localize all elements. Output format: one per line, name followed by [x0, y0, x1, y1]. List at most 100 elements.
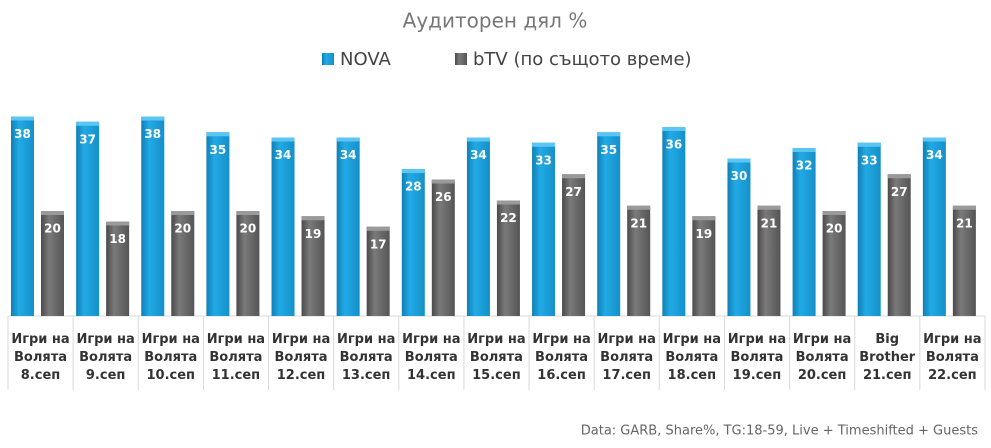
bar: [627, 205, 651, 316]
x-tick-label: Игри на Волята 8.сеп: [11, 332, 70, 383]
data-label: 17: [370, 237, 387, 251]
data-label: 34: [275, 148, 292, 162]
bar: [171, 211, 195, 316]
bar: [692, 216, 716, 316]
data-label: 33: [861, 153, 878, 167]
source-note: Data: GARB, Share%, TG:18-59, Live + Tim…: [581, 424, 978, 439]
bar: [466, 137, 490, 316]
bar-cap: [532, 142, 556, 147]
bar: [336, 137, 360, 316]
bar: [11, 116, 34, 316]
x-tick-label: Игри на Волята 14.сеп: [402, 332, 461, 383]
bar-cap: [141, 116, 165, 121]
data-label: 34: [470, 148, 487, 162]
x-tick-label: Игри на Волята 16.сеп: [532, 332, 591, 383]
data-label: 21: [956, 216, 973, 230]
x-tick-label: Игри на Волята 20.сеп: [792, 332, 852, 383]
bar: [366, 226, 390, 316]
bar: [532, 142, 556, 316]
bar: [597, 132, 621, 316]
data-label: 38: [144, 127, 161, 141]
bar: [792, 148, 816, 316]
data-label: 19: [695, 227, 712, 241]
data-label: 21: [630, 216, 647, 230]
bar: [106, 221, 130, 316]
bar: [757, 205, 781, 316]
legend-marker: [322, 53, 334, 65]
data-label: 35: [210, 143, 227, 157]
legend-label: bTV (по същото време): [473, 49, 692, 70]
x-tick-label: Игри на Волята 12.сеп: [271, 332, 331, 383]
bar-cap: [597, 132, 621, 137]
data-label: 20: [44, 222, 61, 236]
bar-cap: [41, 211, 64, 215]
data-label: 22: [500, 211, 517, 225]
bar: [431, 179, 455, 316]
bar-cap: [922, 137, 946, 142]
data-label: 35: [600, 143, 617, 157]
bar: [887, 174, 911, 316]
data-label: 38: [14, 127, 31, 141]
x-tick-label: Игри на Волята 11.сеп: [206, 332, 266, 383]
bar-cap: [822, 211, 846, 215]
bar-cap: [106, 221, 130, 226]
x-tick-label: Игри на Волята 9.сеп: [76, 332, 135, 383]
bar-cap: [366, 226, 390, 231]
data-label: 34: [926, 148, 943, 162]
bar-cap: [206, 132, 230, 137]
x-tick-label: Игри на Волята 22.сеп: [923, 332, 982, 383]
bar: [141, 116, 165, 316]
bar-cap: [727, 158, 751, 163]
bar: [562, 174, 586, 316]
bar: [76, 121, 100, 316]
bar: [922, 137, 946, 316]
x-tick-label: Игри на Волята 18.сеп: [662, 332, 722, 383]
data-label: 34: [340, 148, 357, 162]
bar: [496, 200, 520, 316]
x-tick-label: Игри на Волята 10.сеп: [141, 332, 200, 383]
legend-marker: [455, 53, 467, 65]
bar: [236, 211, 260, 316]
data-label: 33: [535, 153, 552, 167]
legend-label: NOVA: [340, 49, 391, 70]
bar-cap: [271, 137, 295, 142]
bar-cap: [692, 216, 716, 221]
bar-cap: [76, 121, 100, 126]
bar-cap: [401, 169, 425, 173]
data-label: 19: [305, 227, 322, 241]
bar-cap: [466, 137, 490, 142]
data-label: 26: [435, 190, 452, 204]
data-label: 27: [565, 185, 582, 199]
bar: [727, 158, 751, 316]
bar-cap: [11, 116, 34, 121]
bar-cap: [236, 211, 260, 215]
bar-cap: [496, 200, 520, 205]
data-label: 20: [174, 222, 191, 236]
chart-title: Аудиторен дял %: [403, 9, 588, 33]
x-tick-label: Игри на Волята 17.сеп: [597, 332, 656, 383]
x-tick-label: Игри на Волята 19.сеп: [727, 332, 787, 383]
bar: [401, 169, 425, 316]
bar-cap: [857, 142, 881, 147]
bar: [41, 211, 64, 316]
data-label: 20: [240, 222, 257, 236]
bar-cap: [792, 148, 816, 152]
bar-cap: [627, 205, 651, 210]
bar-cap: [662, 127, 686, 131]
bar: [206, 132, 230, 316]
data-label: 28: [405, 180, 422, 194]
data-label: 36: [665, 138, 682, 152]
bar-cap: [562, 174, 586, 179]
bar: [662, 127, 686, 316]
bar-cap: [757, 205, 781, 210]
bar-cap: [171, 211, 195, 215]
bar: [271, 137, 295, 316]
data-label: 20: [826, 222, 843, 236]
x-tick-label: Big Brother 21.сеп: [859, 332, 916, 383]
data-label: 37: [79, 132, 96, 146]
bar: [301, 216, 325, 316]
x-tick-label: Игри на Волята 13.сеп: [336, 332, 396, 383]
bar: [822, 211, 846, 316]
